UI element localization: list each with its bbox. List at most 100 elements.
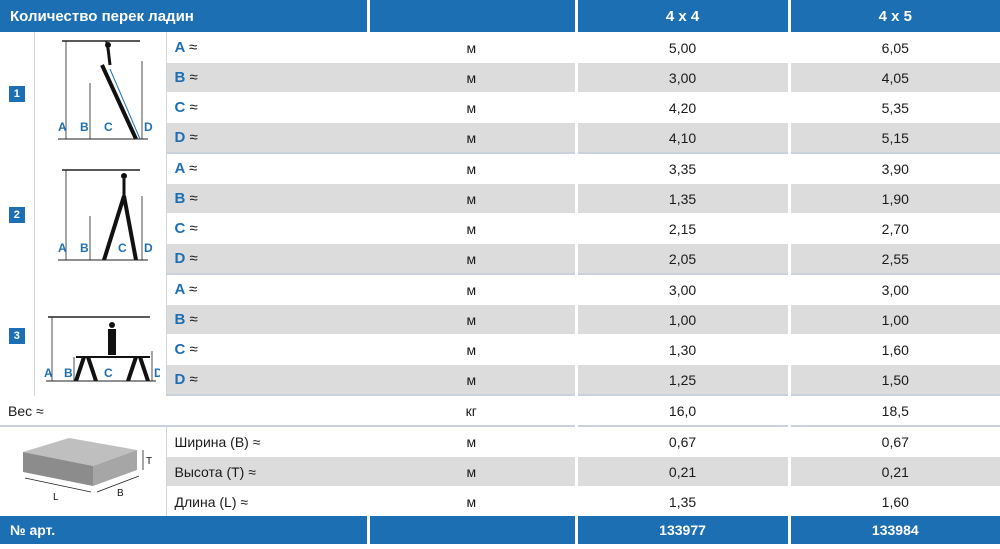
footer-blank bbox=[366, 516, 577, 544]
unit-cell: м bbox=[368, 456, 577, 487]
header-blank bbox=[366, 0, 577, 33]
article-4x5: 133984 bbox=[787, 516, 1000, 544]
value-4x5: 0,21 bbox=[787, 456, 1000, 487]
value-4x4: 4,10 bbox=[574, 122, 790, 154]
value-4x4: 1,00 bbox=[574, 304, 790, 335]
dim-c: C bbox=[118, 241, 127, 255]
value-4x4: 1,30 bbox=[574, 334, 790, 365]
dim-a: A bbox=[58, 241, 67, 255]
table-row: Длина (L) ≈ м 1,35 1,60 bbox=[0, 486, 1000, 516]
value-4x4: 1,35 bbox=[574, 486, 790, 516]
dim-a: A bbox=[58, 120, 67, 134]
value-4x4: 1,25 bbox=[574, 364, 790, 396]
value-4x4: 0,67 bbox=[574, 425, 790, 457]
dim-d: D bbox=[154, 366, 160, 380]
package-label: Длина (L) ≈ bbox=[166, 486, 369, 516]
value-4x5: 5,35 bbox=[787, 92, 1000, 123]
dim-b: B bbox=[64, 366, 73, 380]
unit-cell: м bbox=[368, 122, 577, 154]
unit-cell: м bbox=[368, 152, 577, 184]
row-label: C ≈ bbox=[166, 334, 369, 365]
unit-cell: м bbox=[368, 364, 577, 396]
article-4x4: 133977 bbox=[574, 516, 790, 544]
header-col-4x4: 4 x 4 bbox=[574, 0, 790, 33]
table-row: T L B Ширина (B) ≈ м 0,67 0,67 bbox=[0, 425, 1000, 516]
lean-ladder-illustration: A B C D bbox=[58, 40, 153, 141]
weight-row: Вес ≈ кг 16,0 18,5 bbox=[0, 394, 1000, 427]
group-badge: 3 bbox=[8, 327, 25, 344]
dim-t: T bbox=[146, 456, 152, 467]
table-row: D ≈ м 2,05 2,55 bbox=[0, 243, 1000, 275]
value-4x5: 1,60 bbox=[787, 334, 1000, 365]
header-row: Количество перек ладин 4 x 4 4 x 5 bbox=[0, 0, 1000, 33]
value-4x4: 0,21 bbox=[574, 456, 790, 487]
header-col-4x5: 4 x 5 bbox=[787, 0, 1000, 33]
dim-a: A bbox=[44, 366, 53, 380]
unit-cell: м bbox=[368, 425, 577, 457]
unit-cell: м bbox=[368, 486, 577, 516]
value-4x5: 3,00 bbox=[787, 273, 1000, 305]
weight-label: Вес ≈ bbox=[0, 394, 369, 427]
value-4x5: 1,50 bbox=[787, 364, 1000, 396]
package-label: Высота (T) ≈ bbox=[166, 456, 369, 487]
group-badge: 1 bbox=[8, 85, 25, 102]
table-row: C ≈ м 2,15 2,70 bbox=[0, 213, 1000, 244]
table-row: C ≈ м 4,20 5,35 bbox=[0, 92, 1000, 123]
value-4x4: 3,35 bbox=[574, 152, 790, 184]
value-4x4: 4,20 bbox=[574, 92, 790, 123]
weight-4x4: 16,0 bbox=[574, 394, 790, 427]
table-row: B ≈ м 1,35 1,90 bbox=[0, 183, 1000, 214]
table-row: D ≈ м 4,10 5,15 bbox=[0, 122, 1000, 154]
weight-4x5: 18,5 bbox=[787, 394, 1000, 427]
row-label: C ≈ bbox=[166, 213, 369, 244]
value-4x5: 3,90 bbox=[787, 152, 1000, 184]
footer-row: № арт. 133977 133984 bbox=[0, 516, 1000, 544]
unit-cell: м bbox=[368, 183, 577, 214]
value-4x4: 3,00 bbox=[574, 273, 790, 305]
table-row: B ≈ м 1,00 1,00 bbox=[0, 304, 1000, 335]
ladder-diagram-1: A B C D bbox=[34, 32, 167, 153]
value-4x4: 2,05 bbox=[574, 243, 790, 275]
header-title: Количество перек ладин bbox=[0, 0, 369, 33]
unit-cell: м bbox=[368, 32, 577, 63]
value-4x5: 0,67 bbox=[787, 425, 1000, 457]
scaffold-illustration: A B C D bbox=[44, 316, 163, 382]
table-row: 2 A B C D A ≈ м 3,35 3,90 bbox=[0, 152, 1000, 274]
unit-cell: м bbox=[368, 304, 577, 335]
value-4x4: 2,15 bbox=[574, 213, 790, 244]
value-4x5: 5,15 bbox=[787, 122, 1000, 154]
dim-l: L bbox=[53, 492, 59, 503]
value-4x5: 1,00 bbox=[787, 304, 1000, 335]
row-label: D ≈ bbox=[166, 243, 369, 275]
value-4x4: 1,35 bbox=[574, 183, 790, 214]
row-label: A ≈ bbox=[166, 273, 369, 305]
unit-cell: м bbox=[368, 213, 577, 244]
value-4x5: 1,60 bbox=[787, 486, 1000, 516]
group-badge: 2 bbox=[8, 206, 25, 223]
ladder-diagram-3: A B C D bbox=[34, 273, 167, 395]
group-number-1: 1 bbox=[0, 32, 35, 153]
article-label: № арт. bbox=[0, 516, 369, 544]
ladder-diagram-2: A B C D bbox=[34, 152, 167, 274]
group-number-3: 3 bbox=[0, 273, 35, 395]
group-number-2: 2 bbox=[0, 152, 35, 274]
row-label: A ≈ bbox=[166, 152, 369, 184]
row-label: D ≈ bbox=[166, 122, 369, 154]
row-label: B ≈ bbox=[166, 304, 369, 335]
table-row: B ≈ м 3,00 4,05 bbox=[0, 62, 1000, 93]
table-row: Высота (T) ≈ м 0,21 0,21 bbox=[0, 456, 1000, 487]
table-row: 3 A B C D A ≈ м 3,00 bbox=[0, 273, 1000, 395]
row-label: C ≈ bbox=[166, 92, 369, 123]
dim-b: B bbox=[80, 120, 89, 134]
unit-cell: м bbox=[368, 92, 577, 123]
dim-d: D bbox=[144, 120, 153, 134]
dim-c: C bbox=[104, 120, 113, 134]
unit-cell: м bbox=[368, 62, 577, 93]
row-label: D ≈ bbox=[166, 364, 369, 396]
unit-cell: м bbox=[368, 243, 577, 275]
value-4x5: 6,05 bbox=[787, 32, 1000, 63]
dim-b: B bbox=[117, 488, 124, 499]
value-4x5: 2,55 bbox=[787, 243, 1000, 275]
package-label: Ширина (B) ≈ bbox=[166, 425, 369, 457]
